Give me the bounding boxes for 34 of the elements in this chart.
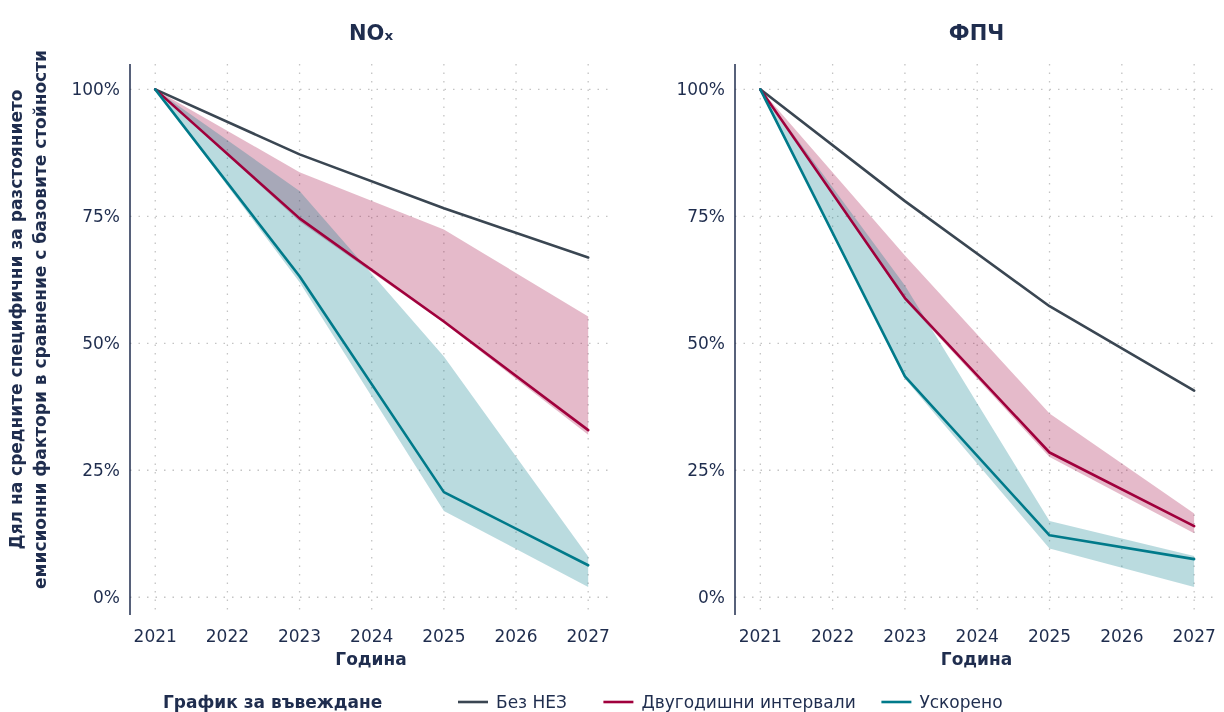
- legend-label: Ускорено: [919, 692, 1003, 712]
- y-tick-label: 0%: [93, 587, 120, 608]
- legend-title: График за въвеждане: [163, 692, 383, 712]
- y-tick-label: 75%: [687, 206, 725, 227]
- y-tick-label: 50%: [687, 333, 725, 354]
- x-tick-label: 2021: [133, 626, 177, 646]
- x-axis-title: Година: [335, 649, 407, 669]
- y-tick-label: 25%: [687, 460, 725, 481]
- y-tick-label: 100%: [71, 79, 120, 100]
- x-tick-label: 2022: [205, 626, 250, 646]
- x-axis-title: Година: [940, 649, 1013, 669]
- legend-label: Без НЕЗ: [496, 692, 567, 712]
- x-tick-label: 2022: [810, 626, 855, 646]
- y-tick-label: 100%: [676, 79, 725, 100]
- line-series: [759, 88, 1196, 392]
- y-tick-label: 75%: [82, 206, 120, 227]
- y-tick-label: 25%: [82, 460, 120, 481]
- x-tick-label: 2025: [422, 626, 466, 646]
- x-tick-label: 2027: [1172, 626, 1216, 646]
- x-tick-label: 2025: [1027, 626, 1072, 646]
- x-tick-label: 2021: [738, 626, 782, 646]
- y-axis-title: Дял на средните специфични за разстоянието емисионни фактори в сравнение с базовите стойности: [6, 50, 50, 589]
- x-tick-label: 2024: [955, 626, 999, 646]
- y-tick-label: 0%: [698, 587, 725, 608]
- y-tick-label: 50%: [82, 333, 120, 354]
- x-tick-label: 2027: [566, 626, 610, 646]
- legend-label: Двугодишни интервали: [641, 692, 856, 712]
- chart-title: NOₓ: [348, 21, 394, 45]
- x-tick-label: 2026: [494, 626, 538, 646]
- chart-title: ФПЧ: [948, 21, 1005, 45]
- x-tick-label: 2023: [883, 626, 927, 646]
- x-tick-label: 2023: [277, 626, 322, 646]
- x-tick-label: 2024: [350, 626, 394, 646]
- x-tick-label: 2026: [1100, 626, 1144, 646]
